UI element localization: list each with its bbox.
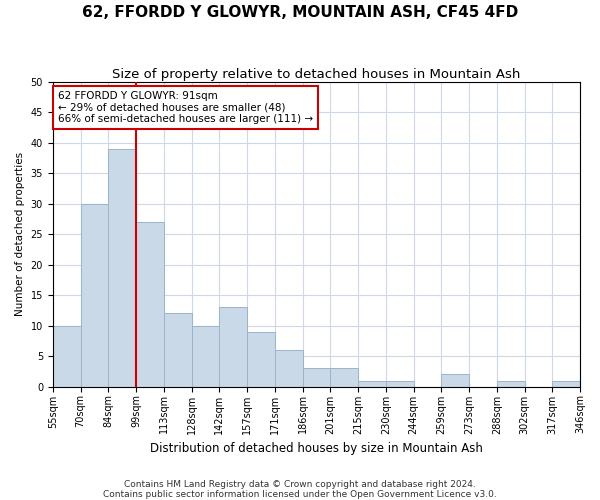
Bar [275, 350, 302, 387]
Bar [330, 368, 358, 386]
Bar [358, 380, 386, 386]
Title: Size of property relative to detached houses in Mountain Ash: Size of property relative to detached ho… [112, 68, 521, 80]
X-axis label: Distribution of detached houses by size in Mountain Ash: Distribution of detached houses by size … [150, 442, 483, 455]
Bar [53, 326, 80, 386]
Bar [441, 374, 469, 386]
Bar [302, 368, 330, 386]
Bar [191, 326, 219, 386]
Bar [497, 380, 524, 386]
Text: 62 FFORDD Y GLOWYR: 91sqm
← 29% of detached houses are smaller (48)
66% of semi-: 62 FFORDD Y GLOWYR: 91sqm ← 29% of detac… [58, 91, 313, 124]
Bar [108, 149, 136, 386]
Bar [80, 204, 108, 386]
Bar [247, 332, 275, 386]
Bar [219, 308, 247, 386]
Y-axis label: Number of detached properties: Number of detached properties [15, 152, 25, 316]
Bar [552, 380, 580, 386]
Bar [164, 314, 191, 386]
Text: Contains HM Land Registry data © Crown copyright and database right 2024.
Contai: Contains HM Land Registry data © Crown c… [103, 480, 497, 499]
Bar [386, 380, 413, 386]
Bar [136, 222, 164, 386]
Text: 62, FFORDD Y GLOWYR, MOUNTAIN ASH, CF45 4FD: 62, FFORDD Y GLOWYR, MOUNTAIN ASH, CF45 … [82, 5, 518, 20]
